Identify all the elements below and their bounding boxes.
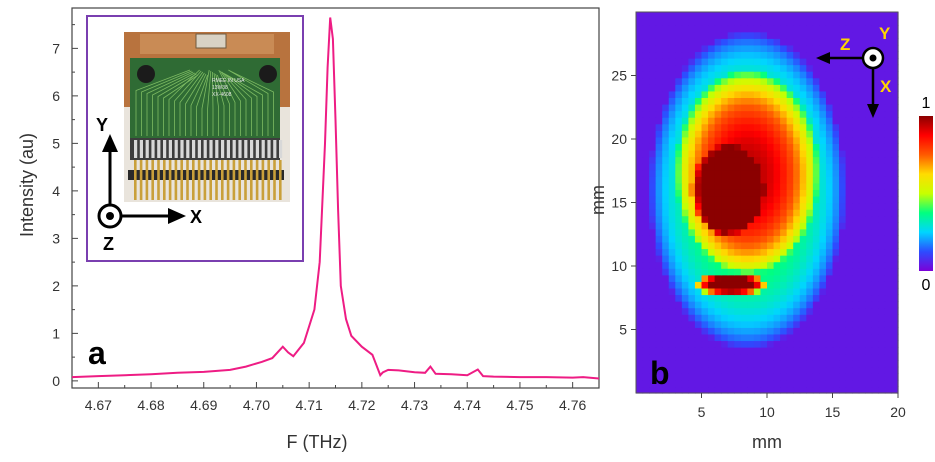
inset-axis-label-z: Z (103, 234, 114, 254)
x-tick-label: 15 (825, 404, 841, 420)
inset-axis-label-y: Y (96, 115, 108, 135)
inset-axis-label-x: X (190, 207, 202, 227)
y-tick-label: 4 (52, 183, 60, 199)
x-tick-label: 4.76 (559, 397, 586, 413)
panel-a-xlabel: F (THz) (287, 432, 348, 452)
screw-left (137, 65, 155, 83)
y-tick-label: 25 (611, 68, 627, 84)
panel-a-spectrum: 4.67 4.68 4.69 4.70 4.71 4.72 4.73 4.74 4.75 4.76… (17, 7, 600, 452)
chip-text-line2: 13W38 (212, 85, 228, 91)
chip-text-line1: RMEE IN USA (212, 78, 245, 84)
y-tick-label: 5 (52, 135, 60, 151)
x-tick-label: 20 (890, 404, 906, 420)
x-tick-label: 4.67 (85, 397, 112, 413)
colorbar: 1 0 (919, 95, 933, 294)
heatmap-axis-label-y: Y (879, 24, 891, 43)
panel-b-x-ticks: 5 10 15 20 (698, 393, 906, 420)
device-photo: RMEE IN USA 13W38 XX-4608 (124, 32, 290, 202)
x-tick-label: 4.70 (243, 397, 270, 413)
y-tick-label: 2 (52, 278, 60, 294)
panel-a-label: a (88, 335, 106, 371)
y-tick-label: 10 (611, 258, 627, 274)
photo-connector (195, 33, 227, 49)
y-tick-label: 3 (52, 230, 60, 246)
x-arrow-head-icon (168, 208, 186, 224)
y-tick-label: 15 (611, 195, 627, 211)
colorbar-gradient (919, 116, 933, 271)
y-tick-label: 1 (52, 325, 60, 341)
panel-a-y-ticks: 0 1 2 3 4 5 6 7 (52, 24, 78, 389)
heatmap-axis-label-z: Z (840, 35, 850, 54)
panel-a-x-ticks: 4.67 4.68 4.69 4.70 4.71 4.72 4.73 4.74 4.75 4.76 (85, 382, 586, 413)
y-tick-label: 20 (611, 131, 627, 147)
x-arrow-head-icon-b (867, 104, 879, 118)
x-tick-label: 4.75 (506, 397, 533, 413)
panel-b-label: b (650, 355, 670, 391)
x-tick-label: 5 (698, 404, 706, 420)
heatmap-axis-label-x: X (880, 77, 892, 96)
colorbar-max-label: 1 (922, 95, 931, 112)
inset-photo: RMEE IN USA 13W38 XX-4608 Y X Z (86, 15, 304, 262)
x-tick-label: 4.71 (296, 397, 323, 413)
panel-b-xlabel: mm (752, 432, 782, 452)
x-tick-label: 4.72 (348, 397, 375, 413)
inset-axis-arrows: Y X Z (96, 115, 202, 254)
panel-b-ylabel: mm (588, 185, 608, 215)
panel-b-y-ticks: 5 10 15 20 25 (611, 68, 636, 338)
y-tick-label: 6 (52, 88, 60, 104)
z-arrow-head-icon (816, 52, 830, 64)
pcb-traces (135, 69, 274, 136)
x-tick-label: 4.73 (401, 397, 428, 413)
spectrum-line (72, 17, 599, 380)
heatmap-axis-arrows: Z Y X (816, 24, 892, 118)
y-tick-label: 5 (619, 322, 627, 338)
y-tick-label: 0 (52, 373, 60, 389)
y-tick-label: 7 (52, 40, 60, 56)
x-tick-label: 10 (759, 404, 775, 420)
panel-a-ylabel: Intensity (au) (17, 133, 37, 237)
x-tick-label: 4.74 (454, 397, 481, 413)
colorbar-min-label: 0 (922, 277, 931, 294)
heatmap (636, 12, 899, 394)
circuit-board (130, 58, 280, 138)
header-pins (134, 140, 283, 200)
x-tick-label: 4.68 (137, 397, 164, 413)
chip-text-line3: XX-4608 (212, 92, 232, 98)
y-arrow-head-icon (102, 134, 118, 152)
screw-right (259, 65, 277, 83)
x-tick-label: 4.69 (190, 397, 217, 413)
